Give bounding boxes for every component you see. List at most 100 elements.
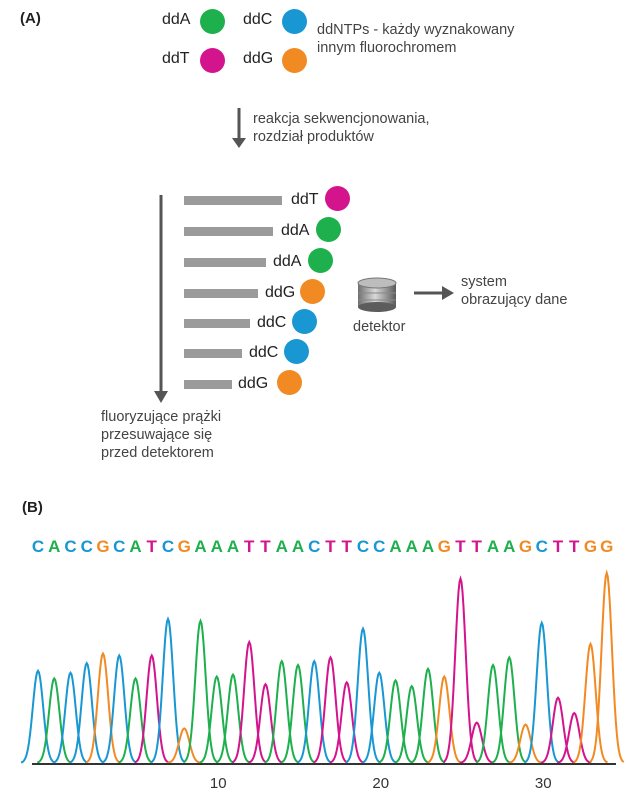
bands-line1: fluoryzujące prążki <box>101 409 222 425</box>
x-tick-label: 30 <box>535 775 552 792</box>
dda-dot-icon <box>308 248 333 273</box>
down-arrow-icon <box>232 108 246 148</box>
ddt-dot-icon <box>325 186 350 211</box>
migration-arrow-icon <box>154 195 168 403</box>
fragment-label: ddA <box>281 222 310 239</box>
sequence-letter: C <box>162 537 174 556</box>
peak-trace <box>150 616 186 764</box>
fragment-bar <box>184 380 232 389</box>
fragment-label: ddC <box>249 344 279 361</box>
peak-trace <box>426 674 462 764</box>
reaction-line1: reakcja sekwencjonowania, <box>253 111 430 127</box>
peak-trace <box>264 659 300 764</box>
sequence-letter: C <box>81 537 93 556</box>
fragment-label: ddG <box>265 284 296 301</box>
peak-trace <box>557 711 592 764</box>
sequence-letter: A <box>389 537 401 556</box>
peak-trace <box>20 668 56 764</box>
peak-trace <box>296 659 332 764</box>
right-arrow-icon <box>414 286 454 300</box>
sequence-letter: A <box>129 537 141 556</box>
ddg-dot-icon <box>277 370 302 395</box>
peak-trace <box>459 721 494 764</box>
peak-trace <box>199 674 235 764</box>
peak-trace <box>573 641 608 764</box>
fragment-label: ddC <box>257 314 287 331</box>
peak-trace <box>53 670 88 764</box>
sequence-letter: C <box>536 537 548 556</box>
sequence-letter: T <box>472 537 483 556</box>
sequence-letter: T <box>569 537 580 556</box>
peak-trace <box>118 676 153 764</box>
system-line1: system <box>461 274 507 290</box>
sequence-letter: A <box>406 537 418 556</box>
bands-line3: przed detektorem <box>101 445 214 461</box>
peak-trace <box>167 727 202 764</box>
panel-a-label: (A) <box>20 10 41 27</box>
ddntp-note-line2: innym fluorochromem <box>317 40 457 56</box>
fragment-bar <box>184 258 266 267</box>
sequence-letter: A <box>276 537 288 556</box>
peak-trace <box>410 666 446 764</box>
peak-trace <box>183 618 218 764</box>
peak-trace <box>69 661 105 764</box>
ddt-dot-icon <box>200 48 225 73</box>
sequence-letter: A <box>48 537 60 556</box>
system-line2: obrazujący dane <box>461 292 568 308</box>
x-tick-label: 10 <box>210 775 227 792</box>
peak-trace <box>475 663 511 764</box>
ddc-dot-icon <box>284 339 309 364</box>
fragment-bar <box>184 349 242 358</box>
sequence-letter: A <box>227 537 239 556</box>
sequence-letter: A <box>422 537 434 556</box>
peak-trace <box>85 651 121 764</box>
peak-trace <box>231 639 267 764</box>
reaction-line2: rozdział produktów <box>253 129 374 145</box>
peak-trace <box>313 655 348 764</box>
ddg-dot-icon <box>282 48 307 73</box>
panel-b-label: (B) <box>22 499 43 516</box>
sequence-letter: A <box>487 537 499 556</box>
sequence-letter: A <box>503 537 515 556</box>
fragment-label: ddG <box>238 375 269 392</box>
legend-label-ddt: ddT <box>162 50 190 67</box>
sequence-letter: C <box>308 537 320 556</box>
peak-trace <box>248 682 283 764</box>
sequence-letter: A <box>292 537 304 556</box>
dda-dot-icon <box>200 9 225 34</box>
sequence-letter: A <box>194 537 206 556</box>
sequence-letter: G <box>600 537 613 556</box>
sequence-letter: T <box>553 537 564 556</box>
fragment-bar <box>184 289 258 298</box>
sequence-letter: G <box>438 537 451 556</box>
peak-trace <box>540 696 576 764</box>
peak-trace <box>442 575 479 763</box>
bands-line2: przesuwające się <box>101 427 213 443</box>
sequence-letter: T <box>455 537 466 556</box>
sequence-letter: C <box>357 537 369 556</box>
peak-trace <box>36 676 72 764</box>
x-tick-label: 20 <box>372 775 389 792</box>
peak-trace <box>134 653 170 764</box>
sequence-letter: C <box>113 537 125 556</box>
peak-trace <box>394 684 430 764</box>
fragment-bar <box>184 196 282 205</box>
peak-trace <box>361 670 397 764</box>
sequence-letter: T <box>260 537 271 556</box>
sequence-letter: T <box>147 537 158 556</box>
sequence-letter: G <box>519 537 532 556</box>
peak-trace <box>329 680 365 764</box>
legend-label-dda: ddA <box>162 11 191 28</box>
ddc-dot-icon <box>282 9 307 34</box>
sequence-letter: C <box>32 537 44 556</box>
sequence-letter: A <box>211 537 223 556</box>
peak-trace <box>345 625 381 764</box>
fragment-label: ddA <box>273 253 302 270</box>
sequence-letter: T <box>342 537 353 556</box>
fragment-bar <box>184 319 250 328</box>
ddntp-note-line1: ddNTPs - każdy wyznakowany <box>317 22 515 38</box>
sequence-letter: G <box>178 537 191 556</box>
peak-trace <box>524 620 560 764</box>
legend-label-ddg: ddG <box>243 50 274 67</box>
